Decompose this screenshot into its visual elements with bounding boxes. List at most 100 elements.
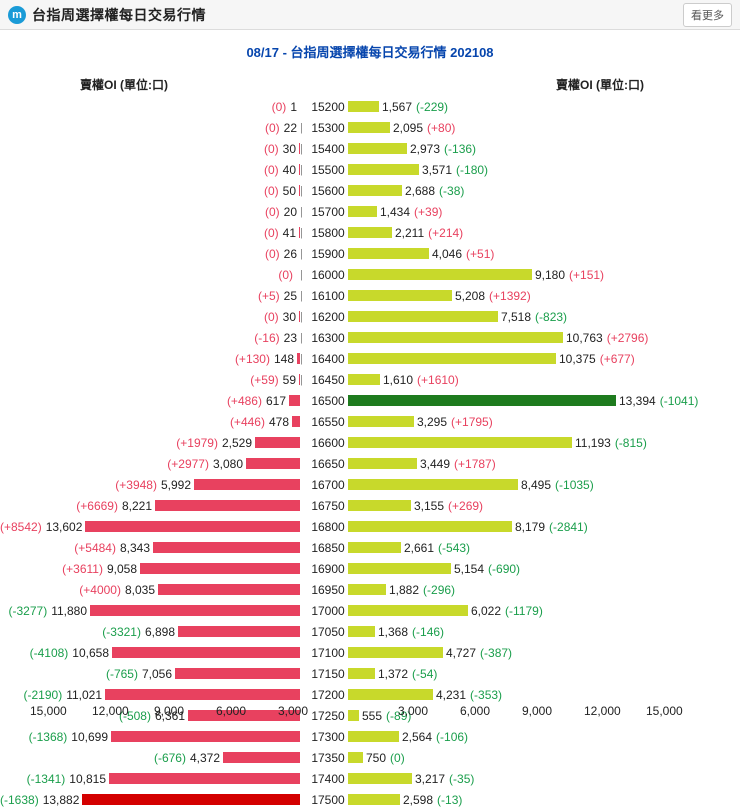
left-bar-group: (0) 1 [0,96,300,117]
left-bar [299,185,300,196]
right-bar-group: 3,155 (+269) [348,495,740,516]
chart-container: 08/17 - 台指周選擇權每日交易行情 202108 賣權OI (單位:口) … [0,30,740,807]
strike-price-label: 16650 [311,456,345,471]
app-header: m 台指周選擇權每日交易行情 看更多 [0,0,740,30]
right-bar-group: 13,394 (-1041) [348,390,740,411]
right-value-label: 2,598 [403,792,434,807]
strike-price-label: 16750 [311,498,345,513]
right-change-label: (+1610) [417,372,459,387]
left-change-label: (0) [263,183,279,198]
left-bar [155,500,300,511]
right-bar-group: 5,208 (+1392) [348,285,740,306]
right-change-label: (-13) [437,792,463,807]
right-value-label: 3,571 [422,162,453,177]
right-bar [348,332,563,343]
right-change-label: (+1795) [451,414,493,429]
right-bar [348,626,375,637]
row-tick: | [300,226,303,239]
left-value-label: 13,602 [45,519,83,534]
left-change-label: (-765) [105,666,138,681]
left-bar-group: (+4000) 8,035 [0,579,300,600]
scale-tick-right: 15,000 [646,704,683,718]
left-change-label: (0) [263,309,279,324]
chart-row: (+130) 148 | 16400 10,375 (+677) [0,348,740,369]
left-bar [299,227,300,238]
strike-price-label: 15600 [311,183,345,198]
right-change-label: (+39) [414,204,443,219]
chart-row: (0) 26 | 15900 4,046 (+51) [0,243,740,264]
left-value-label: 41 [282,225,296,240]
chart-row: (-765) 7,056 17150 1,372 (-54) [0,663,740,684]
right-bar-group: 2,973 (-136) [348,138,740,159]
left-bar [246,458,300,469]
left-bar-group: (+3611) 9,058 [0,558,300,579]
left-change-label: (-508) [118,708,151,723]
see-more-button[interactable]: 看更多 [683,2,732,27]
right-change-label: (-229) [416,99,449,114]
right-bar-group: 2,688 (-38) [348,180,740,201]
left-value-label: 30 [282,309,296,324]
left-bar [194,479,300,490]
right-value-label: 3,155 [414,498,445,513]
left-value-label: 13,882 [42,792,80,807]
right-change-label: (-35) [449,771,475,786]
row-tick: | [300,184,303,197]
right-bar-group: 2,211 (+214) [348,222,740,243]
right-change-label: (+1392) [489,288,531,303]
left-change-label: (+130) [234,351,270,366]
right-bar [348,248,429,259]
chart-row: (+2977) 3,080 16650 3,449 (+1787) [0,453,740,474]
right-bar-group: 1,567 (-229) [348,96,740,117]
left-bar-group: (+2977) 3,080 [0,453,300,474]
right-value-label: 2,211 [395,225,425,240]
right-bar-group: 1,882 (-296) [348,579,740,600]
left-change-label: (+3948) [115,477,157,492]
right-bar [348,794,400,805]
strike-price-label: 17300 [311,729,345,744]
left-value-label: 30 [282,141,296,156]
app-logo-icon: m [8,5,26,24]
left-bar-group: (+446) 478 [0,411,300,432]
right-value-label: 1,610 [383,372,414,387]
right-value-label: 4,046 [432,246,463,261]
axis-scale: 15,000 12,000 9,000 6,000 3,000 3,000 6,000 9,0… [0,704,740,720]
right-bar-group: 7,518 (-823) [348,306,740,327]
chart-row: (+3948) 5,992 16700 8,495 (-1035) [0,474,740,495]
right-bar [348,290,452,301]
left-value-label: 25 [283,288,297,303]
strike-price-label: 16400 [311,351,345,366]
left-bar-group: (+6669) 8,221 [0,495,300,516]
right-change-label: (+151) [569,267,605,282]
right-bar-group: 3,571 (-180) [348,159,740,180]
scale-tick-right: 6,000 [460,704,491,718]
right-bar [348,689,433,700]
left-bar-group: (-1368) 10,699 [0,726,300,747]
scale-tick-left: 12,000 [92,704,129,718]
left-bar-group: (-2190) 11,021 [0,684,300,705]
left-change-label: (0) [264,246,280,261]
right-bar-group: 555 (-89) [348,705,740,726]
strike-price-label: 15700 [311,204,345,219]
left-value-label: 26 [283,246,297,261]
right-value-label: 5,154 [454,561,485,576]
right-change-label: (+80) [427,120,456,135]
right-bar-group: 1,368 (-146) [348,621,740,642]
chart-row: (0) 30 | 16200 7,518 (-823) [0,306,740,327]
right-value-label: 1,882 [389,582,420,597]
right-bar-group: 2,598 (-13) [348,789,740,810]
left-value-label: 478 [268,414,289,429]
left-bar [299,311,300,322]
left-value-label: 5,992 [160,477,191,492]
right-bar [348,311,498,322]
chart-title: 08/17 - 台指周選擇權每日交易行情 202108 [246,45,494,60]
left-bar-group: (-1638) 13,882 [0,789,300,810]
left-bar-group: (0) 26 [0,243,300,264]
left-bar [188,710,300,721]
strike-price-label: 17000 [311,603,345,618]
chart-row: (+446) 478 16550 3,295 (+1795) [0,411,740,432]
strike-price-label: 17350 [311,750,345,765]
chart-row: (0) 1 15200 1,567 (-229) [0,96,740,117]
right-bar-group: 6,022 (-1179) [348,600,740,621]
right-change-label: (+677) [599,351,635,366]
chart-row: (+4000) 8,035 16950 1,882 (-296) [0,579,740,600]
